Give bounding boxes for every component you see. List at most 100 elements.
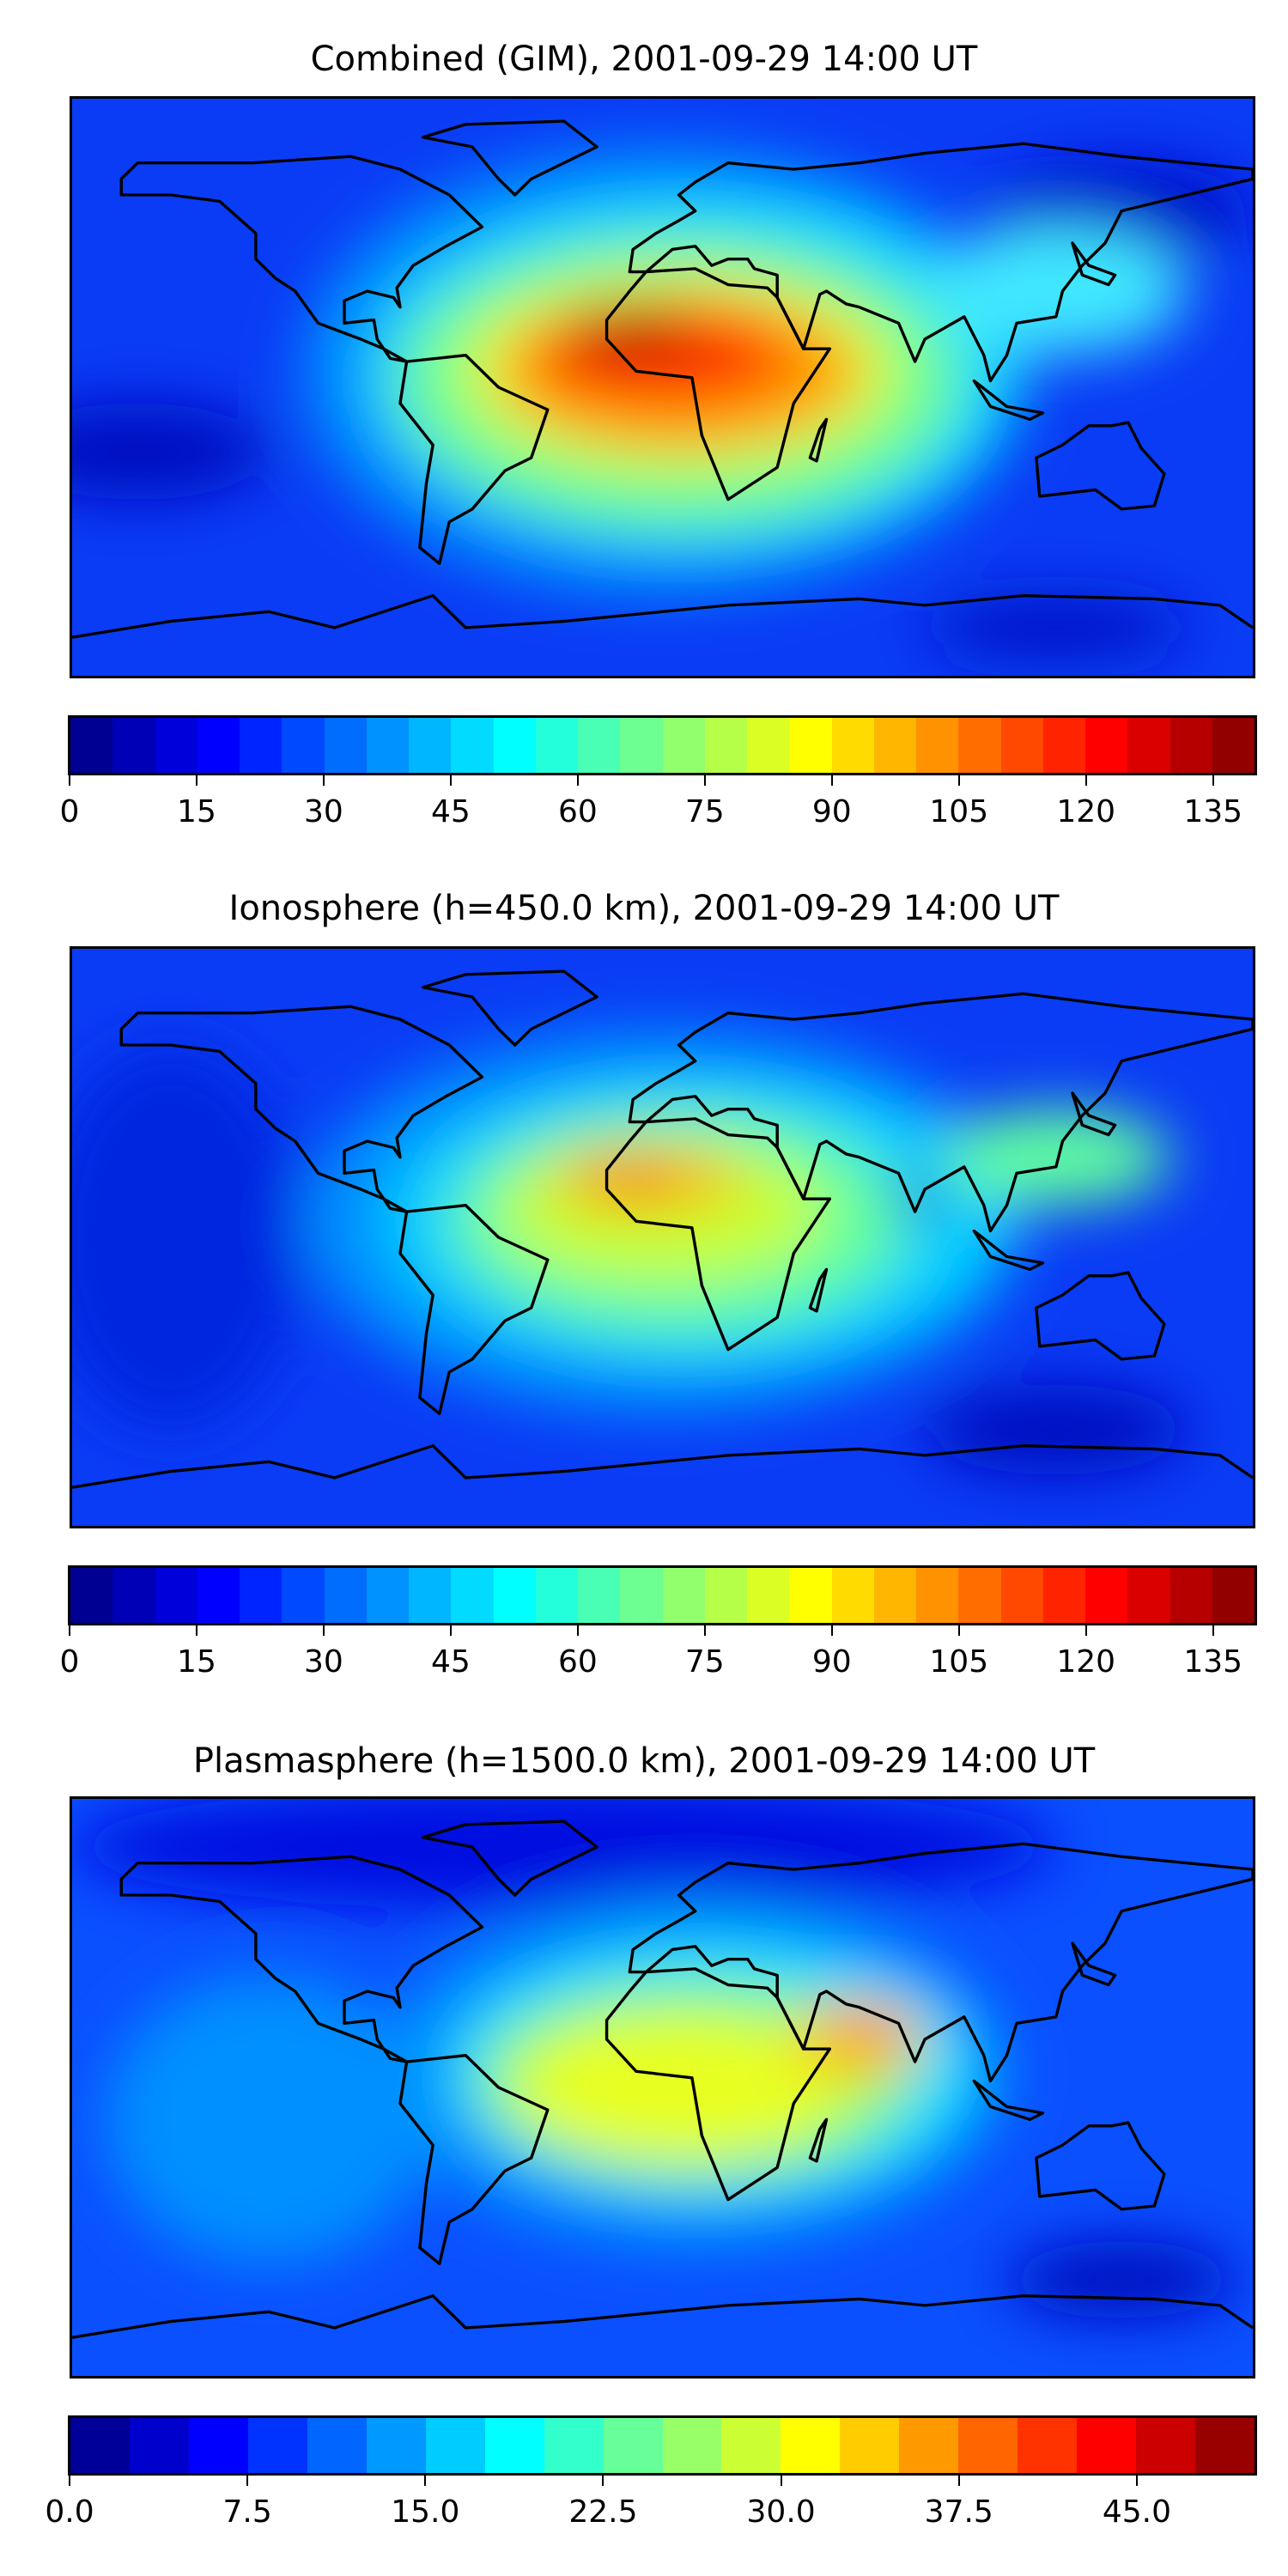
colorbar-bin	[1000, 718, 1043, 773]
colorbar-bin	[493, 718, 536, 773]
contour-region	[925, 227, 1188, 355]
colorbar-bin	[721, 2418, 781, 2473]
colorbar-combined	[68, 715, 1257, 775]
colorbar-bin	[704, 718, 747, 773]
tick-mark	[424, 2476, 427, 2486]
colorbar-bin	[1018, 2418, 1078, 2473]
colorbar-bin	[620, 1568, 663, 1623]
tick-label: 45	[430, 794, 471, 829]
colorbar-bin	[916, 718, 959, 773]
tick-mark	[69, 2476, 70, 2486]
tick-mark	[1084, 775, 1087, 786]
colorbar-bin	[789, 1568, 832, 1623]
colorbar-bin	[544, 2418, 604, 2473]
tick-mark	[1135, 2476, 1138, 2486]
colorbar-bin	[662, 1568, 705, 1623]
colorbar-bin	[409, 1568, 452, 1623]
tick-mark	[957, 775, 960, 786]
colorbar-bin	[781, 2418, 841, 2473]
tick-label: 0	[59, 1644, 80, 1680]
colorbar-bin	[578, 1568, 621, 1623]
colorbar-bin	[873, 718, 916, 773]
tick-mark	[830, 775, 833, 786]
colorbar-bin	[958, 718, 1001, 773]
tick-mark	[957, 2476, 960, 2486]
colorbar-bin	[112, 718, 155, 773]
colorbar-bin	[282, 718, 325, 773]
tick-label: 7.5	[222, 2494, 272, 2530]
colorbar-bin	[366, 718, 409, 773]
colorbar-bin	[1136, 2418, 1196, 2473]
tick-label: 15.0	[391, 2494, 460, 2530]
tick-mark	[703, 775, 706, 786]
map-combined	[70, 96, 1255, 678]
tick-label: 135	[1183, 1644, 1243, 1680]
map-ionosphere	[70, 946, 1255, 1528]
tick-mark	[195, 775, 197, 786]
tick-label: 90	[811, 1644, 852, 1680]
colorbar-bin	[789, 718, 832, 773]
colorbar-bin	[1195, 2418, 1255, 2473]
contour-region	[72, 1799, 1056, 1911]
contour-region	[1006, 2241, 1236, 2318]
colorbar-bin	[425, 2418, 485, 2473]
map-plasmasphere	[70, 1796, 1255, 2379]
contour-region	[891, 1179, 945, 1218]
colorbar-bin	[282, 1568, 325, 1623]
contour-region	[583, 1163, 676, 1196]
tick-label: 105	[929, 794, 989, 829]
colorbar-bin	[916, 1568, 959, 1623]
colorbar-bin	[240, 1568, 283, 1623]
colorbar-bin	[662, 718, 705, 773]
tick-mark	[1212, 1625, 1214, 1636]
tick-mark	[1212, 775, 1214, 786]
colorbar-bin	[112, 1568, 155, 1623]
colorbar-bin	[1212, 1568, 1255, 1623]
tick-label: 60	[557, 1644, 598, 1680]
tick-label: 30	[304, 794, 343, 829]
tick-label: 105	[929, 1644, 989, 1680]
colorbar-bin	[958, 1568, 1001, 1623]
contour-region	[925, 595, 1188, 660]
tick-mark	[322, 1625, 325, 1636]
colorbar-bin	[247, 2418, 307, 2473]
tick-label: 0	[59, 794, 80, 829]
colorbar-bin	[1042, 1568, 1085, 1623]
colorbar-bin	[240, 718, 283, 773]
tick-mark	[830, 1625, 833, 1636]
tick-label: 75	[684, 1644, 725, 1680]
colorbar-bin	[197, 718, 240, 773]
colorbar-bin	[620, 718, 663, 773]
tick-label: 37.5	[924, 2494, 993, 2530]
colorbar-bin	[1212, 718, 1255, 773]
colorbar-bin	[578, 718, 621, 773]
colorbar-bin	[451, 1568, 494, 1623]
tick-label: 60	[557, 794, 598, 829]
tick-mark	[246, 2476, 249, 2486]
tick-mark	[322, 775, 325, 786]
tick-label: 45.0	[1102, 2494, 1171, 2530]
tick-label: 15	[177, 794, 216, 829]
colorbar-plasmasphere	[68, 2415, 1257, 2476]
tick-mark	[576, 1625, 579, 1636]
contour-region	[105, 1975, 434, 2264]
colorbar-bin	[535, 1568, 578, 1623]
colorbar-bin	[409, 718, 452, 773]
colorbar-bin	[958, 2418, 1018, 2473]
tick-mark	[602, 2476, 605, 2486]
colorbar-bin	[704, 1568, 747, 1623]
colorbar-bin	[1085, 1568, 1128, 1623]
tick-mark	[576, 775, 579, 786]
colorbar-bin	[1127, 1568, 1170, 1623]
contour-region	[833, 2010, 899, 2050]
colorbar-ticks-combined: 0 15 30 45 60 75 90 105 120 135	[60, 775, 1255, 844]
colorbar-bin	[324, 718, 367, 773]
colorbar-bin	[155, 718, 197, 773]
contour-region	[514, 2016, 843, 2159]
colorbar-bin	[603, 2418, 663, 2473]
colorbar-bin	[155, 1568, 197, 1623]
colorbar-bin	[1170, 718, 1212, 773]
colorbar-bin	[493, 1568, 536, 1623]
colorbar-bin	[1042, 718, 1085, 773]
colorbar-bin	[324, 1568, 367, 1623]
